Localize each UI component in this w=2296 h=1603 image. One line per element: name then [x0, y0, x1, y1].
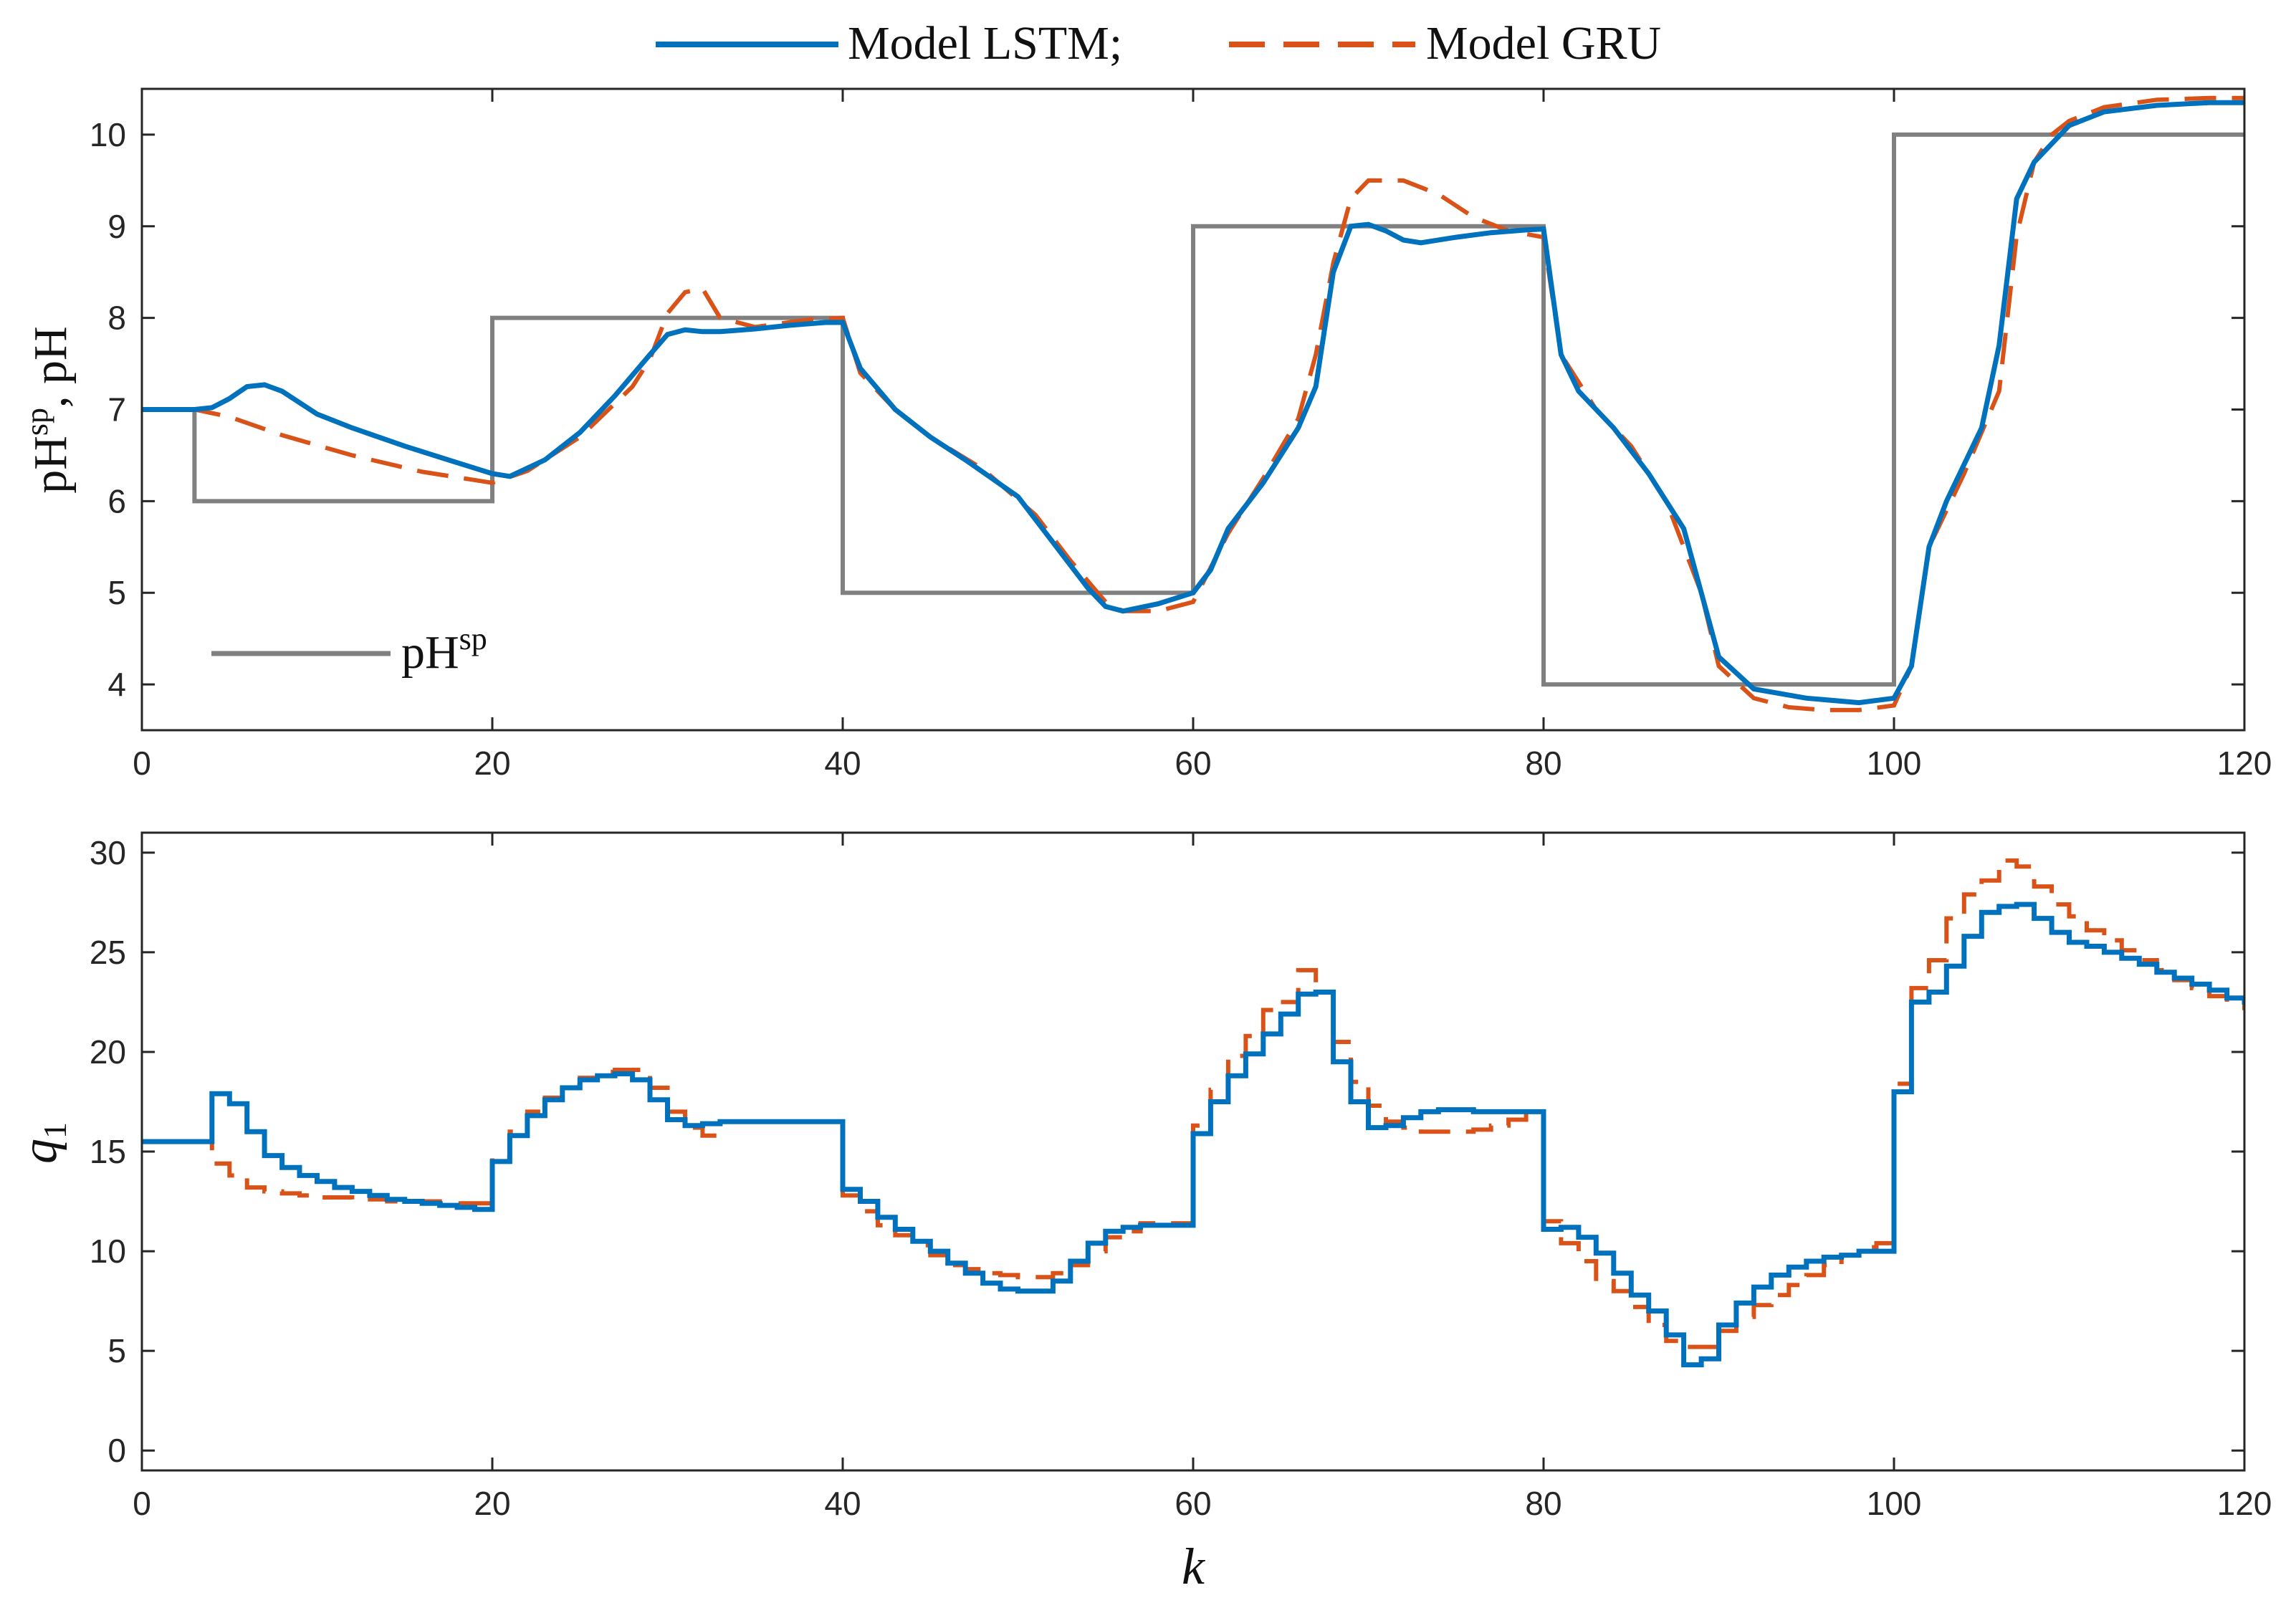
- bottom-axes-frame: [140, 831, 2246, 1472]
- y-tick-label: 20: [90, 1033, 126, 1071]
- gru-q1-line: [142, 858, 2244, 1349]
- legend-lstm-label: Model LSTM;: [848, 17, 1122, 70]
- y-tick-label: 5: [107, 1332, 126, 1369]
- y-tick-label: 5: [107, 574, 126, 611]
- top-legend: Model LSTM; Model GRU: [656, 17, 1661, 70]
- legend-gru-label: Model GRU: [1426, 17, 1661, 70]
- y-tick-label: 0: [107, 1432, 126, 1469]
- bottom-ylabel-main: q: [12, 1139, 67, 1164]
- top-ylabel-sup: sp: [19, 408, 54, 436]
- x-tick-label: 120: [2217, 1485, 2272, 1522]
- x-tick-label: 80: [1525, 1485, 1561, 1522]
- top-ylabel-part1: pH: [24, 436, 77, 494]
- bottom-axes: 0 20 40 60 80 100 120 0 5 10 15 20 25 30 q1 k: [12, 831, 2272, 1595]
- bottom-xlabel: k: [1182, 1538, 1206, 1595]
- x-tick-label: 60: [1175, 1485, 1211, 1522]
- lstm-ph-line: [142, 100, 2244, 706]
- lstm-q1-line: [142, 901, 2244, 1368]
- top-axes-frame: [140, 87, 2246, 732]
- top-ticks: 0 20 40 60 80 100 120 4 5 6 7 8 9 10: [90, 89, 2272, 782]
- y-tick-label: 10: [90, 1233, 126, 1270]
- bottom-lines: [142, 858, 2244, 1368]
- x-tick-label: 100: [1867, 745, 1922, 782]
- x-tick-label: 0: [133, 745, 151, 782]
- y-tick-label: 4: [107, 666, 126, 703]
- x-tick-label: 80: [1525, 745, 1561, 782]
- x-tick-label: 0: [133, 1485, 151, 1522]
- x-tick-label: 60: [1175, 745, 1211, 782]
- x-tick-label: 40: [824, 1485, 861, 1522]
- bottom-ylabel-sub: 1: [37, 1122, 73, 1139]
- y-tick-label: 30: [90, 834, 126, 871]
- bottom-ylabel: q1: [12, 1122, 73, 1164]
- y-tick-label: 10: [90, 116, 126, 153]
- y-tick-label: 7: [107, 391, 126, 429]
- legend-setpoint-label: pHsp: [401, 621, 487, 679]
- top-ylabel-part2: , pH: [24, 326, 77, 408]
- x-tick-label: 40: [824, 745, 861, 782]
- y-tick-label: 15: [90, 1133, 126, 1170]
- y-tick-label: 8: [107, 300, 126, 337]
- gru-ph-line: [142, 95, 2244, 712]
- x-tick-label: 120: [2217, 745, 2272, 782]
- x-tick-label: 100: [1867, 1485, 1922, 1522]
- legend-setpoint-base: pH: [401, 626, 459, 679]
- top-ylabel: pHsp, pH: [19, 326, 77, 493]
- y-tick-label: 25: [90, 934, 126, 971]
- y-tick-label: 6: [107, 482, 126, 520]
- setpoint-line: [142, 132, 2244, 687]
- y-tick-label: 9: [107, 208, 126, 245]
- legend-setpoint-sup: sp: [459, 621, 487, 656]
- x-tick-label: 20: [474, 1485, 510, 1522]
- bottom-ticks: 0 20 40 60 80 100 120 0 5 10 15 20 25 30: [90, 833, 2272, 1522]
- x-tick-label: 20: [474, 745, 510, 782]
- top-lines: [142, 95, 2244, 712]
